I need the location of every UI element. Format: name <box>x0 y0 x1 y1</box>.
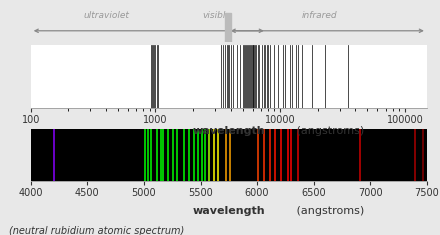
Text: wavelength: wavelength <box>192 126 265 136</box>
Bar <box>225 13 231 42</box>
Text: (angstroms): (angstroms) <box>293 126 364 136</box>
Text: ultraviolet: ultraviolet <box>83 12 129 20</box>
Text: wavelength: wavelength <box>192 206 265 216</box>
Text: visible: visible <box>202 12 231 20</box>
Text: (angstroms): (angstroms) <box>293 206 364 216</box>
Text: (neutral rubidium atomic spectrum): (neutral rubidium atomic spectrum) <box>9 226 184 235</box>
Text: infrared: infrared <box>302 12 337 20</box>
